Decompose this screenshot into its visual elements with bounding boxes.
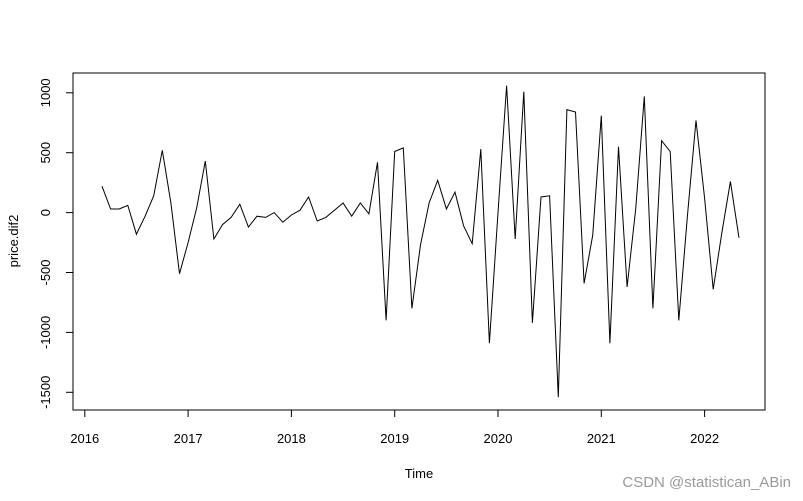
x-tick-label: 2019 bbox=[380, 431, 409, 446]
plot-box bbox=[72, 72, 766, 411]
x-tick-label: 2017 bbox=[174, 431, 203, 446]
x-axis: 2016 2017 2018 2019 2020 2021 2022 bbox=[70, 409, 719, 446]
x-axis-label: Time bbox=[405, 466, 433, 481]
y-tick-label: 500 bbox=[38, 142, 53, 164]
series-layer bbox=[101, 85, 740, 398]
y-tick-label: -500 bbox=[38, 259, 53, 285]
y-axis-label: price.dif2 bbox=[6, 215, 21, 268]
y-tick-label: -1000 bbox=[38, 316, 53, 349]
series-line bbox=[101, 85, 740, 398]
watermark-text: CSDN @statistican_ABin bbox=[622, 474, 791, 491]
y-tick-label: 0 bbox=[38, 209, 53, 216]
x-tick-label: 2018 bbox=[277, 431, 306, 446]
x-tick-label: 2016 bbox=[70, 431, 99, 446]
x-tick-label: 2020 bbox=[484, 431, 513, 446]
y-tick-label: 1000 bbox=[38, 78, 53, 107]
y-axis: -1500 -1000 -500 0 500 1000 bbox=[38, 78, 74, 409]
x-tick-label: 2022 bbox=[690, 431, 719, 446]
y-tick-label: -1500 bbox=[38, 376, 53, 409]
x-tick-label: 2021 bbox=[587, 431, 616, 446]
